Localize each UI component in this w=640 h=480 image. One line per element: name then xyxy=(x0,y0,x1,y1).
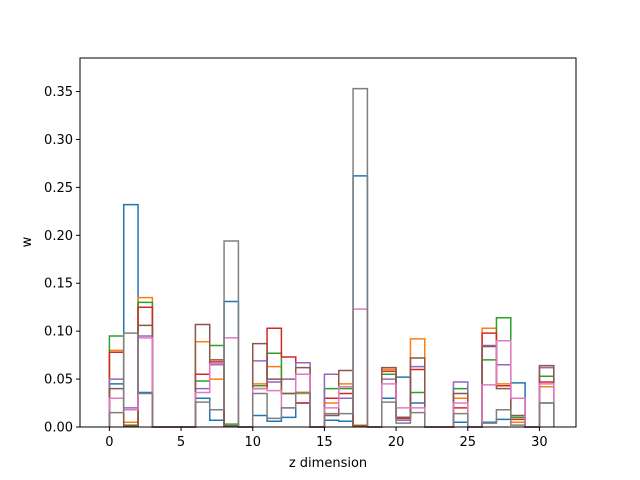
y-tick-label: 0.25 xyxy=(44,181,73,196)
x-ticks: 0 5 10 15 20 25 30 xyxy=(105,427,548,450)
y-tick-label: 0.15 xyxy=(44,277,73,292)
x-tick-label: 15 xyxy=(316,435,333,450)
y-tick-label: 0.20 xyxy=(44,229,73,244)
x-tick-label: 10 xyxy=(244,435,261,450)
y-ticks: 0.00 0.05 0.10 0.15 0.20 0.25 0.30 0.35 xyxy=(44,85,80,436)
x-tick-label: 5 xyxy=(177,435,185,450)
x-axis-label: z dimension xyxy=(289,456,367,471)
plot-frame xyxy=(79,57,577,428)
y-tick-label: 0.05 xyxy=(44,373,73,388)
y-tick-label: 0.30 xyxy=(44,133,73,148)
x-tick-label: 0 xyxy=(105,435,113,450)
y-axis-label: w xyxy=(20,236,35,247)
x-tick-label: 30 xyxy=(531,435,548,450)
y-tick-label: 0.00 xyxy=(44,421,73,436)
y-tick-label: 0.35 xyxy=(44,85,73,100)
x-tick-label: 20 xyxy=(388,435,405,450)
y-tick-label: 0.10 xyxy=(44,325,73,340)
x-tick-label: 25 xyxy=(459,435,476,450)
axes-layer xyxy=(79,57,577,428)
